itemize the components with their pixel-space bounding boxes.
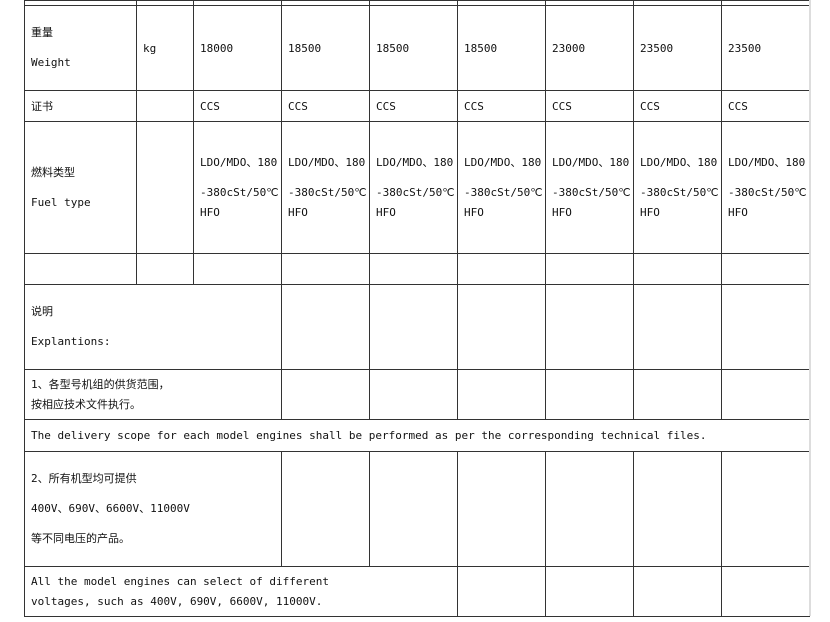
fuel-value: LDO/MDO、180 -380cSt/50℃ HFO	[369, 121, 458, 254]
table-row-note1-en: The delivery scope for each model engine…	[24, 419, 810, 452]
explanations-title-en: Explantions:	[31, 335, 111, 348]
explanations-title-cn: 说明	[31, 305, 53, 318]
fuel-value: LDO/MDO、180 -380cSt/50℃ HFO	[633, 121, 722, 254]
fuel-value: LDO/MDO、180 -380cSt/50℃ HFO	[193, 121, 282, 254]
fuel-label: 燃料类型 Fuel type	[24, 121, 137, 254]
weight-label: 重量 Weight	[24, 5, 137, 91]
certificate-value: CCS	[281, 90, 370, 122]
note1-cn: 1、各型号机组的供货范围， 按相应技术文件执行。	[24, 369, 282, 420]
certificate-value: CCS	[457, 90, 546, 122]
weight-value: 23500	[721, 5, 810, 91]
certificate-value: CCS	[721, 90, 810, 122]
note2-cn: 2、所有机型均可提供 400V、690V、6600V、11000V 等不同电压的产品…	[24, 451, 282, 567]
certificate-value: CCS	[545, 90, 634, 122]
fuel-value: LDO/MDO、180 -380cSt/50℃ HFO	[545, 121, 634, 254]
table-row-note2-en: All the model engines can select of diff…	[24, 566, 810, 617]
fuel-value: LDO/MDO、180 -380cSt/50℃ HFO	[721, 121, 810, 254]
note2-en: All the model engines can select of diff…	[24, 566, 458, 617]
weight-label-en: Weight	[31, 56, 71, 69]
certificate-label: 证书	[24, 90, 137, 122]
page-edge	[809, 0, 811, 616]
weight-value: 23000	[545, 5, 634, 91]
weight-value: 23500	[633, 5, 722, 91]
table-row-explanations: 说明 Explantions:	[24, 284, 810, 370]
certificate-value: CCS	[633, 90, 722, 122]
certificate-unit	[136, 90, 194, 122]
table-row-empty	[24, 253, 810, 285]
table-row-certificate: 证书 CCS CCS CCS CCS CCS CCS CCS	[24, 90, 810, 122]
weight-label-cn: 重量	[31, 26, 53, 39]
weight-value: 18500	[457, 5, 546, 91]
note1-en: The delivery scope for each model engine…	[24, 419, 810, 452]
weight-unit: kg	[136, 5, 194, 91]
certificate-value: CCS	[193, 90, 282, 122]
spec-table: 重量 Weight kg 18000 18500 18500 18500 2300…	[24, 0, 810, 617]
weight-value: 18500	[281, 5, 370, 91]
explanations-title: 说明 Explantions:	[24, 284, 282, 370]
weight-value: 18000	[193, 5, 282, 91]
weight-value: 18500	[369, 5, 458, 91]
table-row-note1-cn: 1、各型号机组的供货范围， 按相应技术文件执行。	[24, 369, 810, 420]
fuel-label-en: Fuel type	[31, 195, 91, 209]
table-row-fuel: 燃料类型 Fuel type LDO/MDO、180 -380cSt/50℃ HFO …	[24, 121, 810, 254]
fuel-value: LDO/MDO、180 -380cSt/50℃ HFO	[281, 121, 370, 254]
fuel-value: LDO/MDO、180 -380cSt/50℃ HFO	[457, 121, 546, 254]
certificate-value: CCS	[369, 90, 458, 122]
table-row-note2-cn: 2、所有机型均可提供 400V、690V、6600V、11000V 等不同电压的产品…	[24, 451, 810, 567]
fuel-unit	[136, 121, 194, 254]
table-row-weight: 重量 Weight kg 18000 18500 18500 18500 2300…	[24, 5, 810, 91]
fuel-label-cn: 燃料类型	[31, 165, 75, 179]
